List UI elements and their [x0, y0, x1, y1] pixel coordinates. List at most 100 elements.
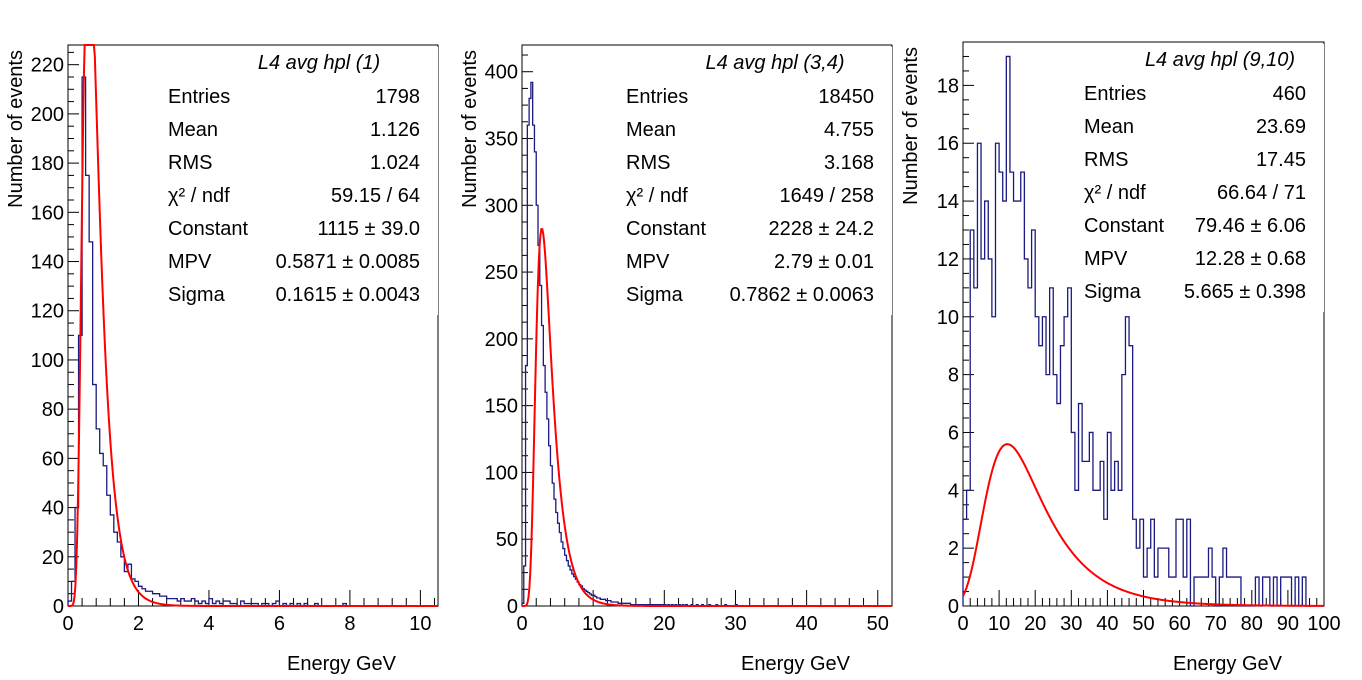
y-tick-label: 14	[937, 191, 959, 213]
stats-label: Entries	[626, 86, 688, 108]
x-tick-label: 10	[409, 613, 431, 635]
x-tick-label: 50	[1132, 613, 1154, 635]
stats-value: 66.64 / 71	[1217, 182, 1306, 204]
histogram-bins	[962, 55, 1324, 607]
y-tick-label: 220	[31, 55, 64, 77]
y-tick-label: 200	[31, 104, 64, 126]
landau-fit-curve	[68, 44, 438, 607]
y-tick-label: 2	[948, 538, 959, 560]
y-tick-label: 18	[937, 75, 959, 97]
x-tick-label: 70	[1205, 613, 1227, 635]
histogram-panel-3: 0 2 4 6 8 10 12 14 16 18 0 10 20 30 40 50 60 70 80 90 100 Ene…	[900, 41, 1341, 675]
stats-label: MPV	[168, 251, 212, 273]
y-tick-label: 150	[485, 396, 518, 418]
y-tick-label: 50	[496, 529, 518, 551]
x-tick-label: 4	[203, 613, 214, 635]
x-tick-label: 30	[724, 613, 746, 635]
stats-value: 0.5871 ± 0.0085	[276, 251, 420, 273]
y-tick-label: 200	[485, 329, 518, 351]
stats-label: RMS	[1084, 149, 1128, 171]
x-tick-label: 90	[1277, 613, 1299, 635]
histogram-panel-1: 0 20 40 60 80 100 120 140 160 180 200 220 0 2 4 6 8 10 Ene…	[5, 44, 439, 675]
stats-label: Mean	[168, 119, 218, 141]
stats-value: 1.126	[370, 119, 420, 141]
stats-box: L4 avg hpl (9,10) Entries 460 Mean 23.69 RMS 1…	[1076, 44, 1324, 312]
x-tick-label: 40	[1096, 613, 1118, 635]
y-tick-label: 20	[42, 547, 64, 569]
stats-label: RMS	[626, 152, 670, 174]
x-tick-label: 60	[1168, 613, 1190, 635]
stats-label: Mean	[626, 119, 676, 141]
x-tick-label: 0	[957, 613, 968, 635]
stats-value: 5.665 ± 0.398	[1184, 281, 1306, 303]
x-tick-label: 0	[62, 613, 73, 635]
stats-title: L4 avg hpl (1)	[258, 52, 380, 74]
landau-fit-curve	[522, 227, 892, 607]
x-tick-label: 0	[516, 613, 527, 635]
stats-value: 1798	[376, 86, 421, 108]
y-tick-label: 40	[42, 498, 64, 520]
y-tick-label: 0	[507, 596, 518, 618]
stats-box: L4 avg hpl (3,4) Entries 18450 Mean 4.755 RMS…	[618, 47, 892, 315]
y-axis-label: Number of events	[900, 47, 922, 205]
stats-value: 2.79 ± 0.01	[774, 251, 874, 273]
y-tick-label: 160	[31, 202, 64, 224]
stats-label: Mean	[1084, 116, 1134, 138]
stats-label: Constant	[626, 218, 706, 240]
x-tick-label: 2	[133, 613, 144, 635]
y-tick-label: 16	[937, 133, 959, 155]
x-tick-label: 100	[1307, 613, 1340, 635]
x-axis-label: Energy GeV	[287, 653, 397, 675]
stats-value: 18450	[818, 86, 874, 108]
y-tick-label: 120	[31, 301, 64, 323]
y-axis-label: Number of events	[5, 50, 27, 208]
y-tick-label: 60	[42, 448, 64, 470]
stats-value: 17.45	[1256, 149, 1306, 171]
y-axis-label: Number of events	[459, 50, 481, 208]
stats-label: Sigma	[626, 284, 684, 306]
stats-label: Entries	[168, 86, 230, 108]
stats-label: Constant	[168, 218, 248, 240]
x-axis-label: Energy GeV	[1173, 653, 1283, 675]
y-tick-label: 250	[485, 262, 518, 284]
y-tick-label: 80	[42, 399, 64, 421]
x-tick-label: 10	[582, 613, 604, 635]
stats-value: 1649 / 258	[779, 185, 874, 207]
y-tick-label: 140	[31, 252, 64, 274]
x-tick-label: 20	[653, 613, 675, 635]
y-tick-label: 350	[485, 129, 518, 151]
y-tick-label: 12	[937, 249, 959, 271]
x-tick-label: 80	[1241, 613, 1263, 635]
y-tick-label: 10	[937, 307, 959, 329]
y-tick-label: 180	[31, 153, 64, 175]
stats-label: MPV	[626, 251, 670, 273]
stats-label: MPV	[1084, 248, 1128, 270]
stats-label: Sigma	[168, 284, 226, 306]
stats-value: 0.7862 ± 0.0063	[730, 284, 874, 306]
histogram-bins	[67, 76, 438, 607]
stats-label: χ² / ndf	[1084, 182, 1146, 204]
stats-box-background	[160, 47, 438, 315]
x-tick-label: 6	[274, 613, 285, 635]
stats-label: Entries	[1084, 83, 1146, 105]
stats-label: χ² / ndf	[168, 185, 230, 207]
stats-value: 2228 ± 24.2	[768, 218, 874, 240]
x-axis-label: Energy GeV	[741, 653, 851, 675]
stats-value: 3.168	[824, 152, 874, 174]
landau-fit-curve	[962, 443, 1324, 607]
y-tick-label: 100	[485, 462, 518, 484]
stats-value: 1115 ± 39.0	[317, 218, 420, 240]
y-tick-label: 300	[485, 195, 518, 217]
stats-label: RMS	[168, 152, 212, 174]
stats-label: χ² / ndf	[626, 185, 688, 207]
x-tick-label: 20	[1024, 613, 1046, 635]
histogram-panel-2: 0 50 100 150 200 250 300 350 400 0 10 20 30 40 50 Energ…	[459, 44, 893, 675]
stats-title: L4 avg hpl (9,10)	[1145, 49, 1295, 71]
stats-value: 4.755	[824, 119, 874, 141]
y-tick-label: 4	[948, 480, 959, 502]
y-tick-label: 6	[948, 422, 959, 444]
stats-label: Sigma	[1084, 281, 1142, 303]
x-tick-label: 40	[795, 613, 817, 635]
x-tick-label: 30	[1060, 613, 1082, 635]
